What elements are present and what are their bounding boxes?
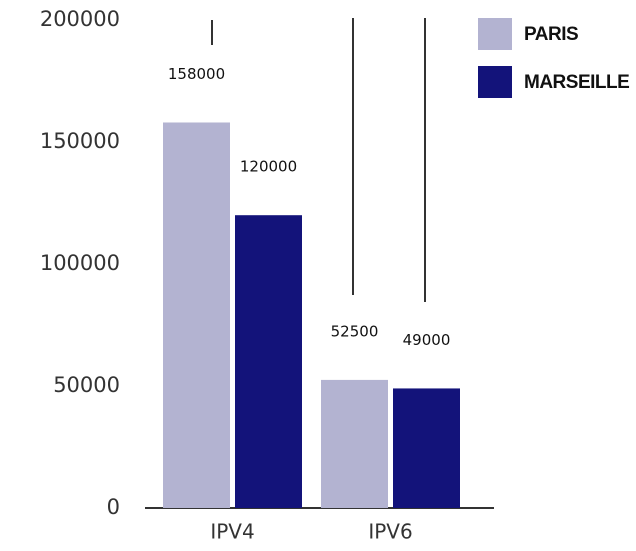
value-label: 52500: [331, 322, 379, 340]
bar: [321, 379, 388, 508]
legend-swatch: [478, 66, 512, 98]
bar: [235, 215, 302, 508]
legend-label: MARSEILLE: [524, 72, 629, 93]
bar: [163, 122, 230, 508]
x-tick-label: IPV6: [368, 520, 412, 544]
value-label: 49000: [403, 331, 451, 349]
y-tick-label: 200000: [40, 7, 120, 31]
y-tick-label: 0: [107, 495, 120, 519]
value-label: 158000: [168, 65, 225, 83]
legend-label: PARIS: [524, 24, 578, 45]
y-tick-label: 100000: [40, 251, 120, 275]
y-tick-label: 150000: [40, 129, 120, 153]
value-label: 120000: [240, 158, 297, 176]
x-tick-label: IPV4: [210, 520, 254, 544]
bar: [393, 388, 460, 508]
y-tick-label: 50000: [53, 373, 120, 397]
legend-swatch: [478, 18, 512, 50]
